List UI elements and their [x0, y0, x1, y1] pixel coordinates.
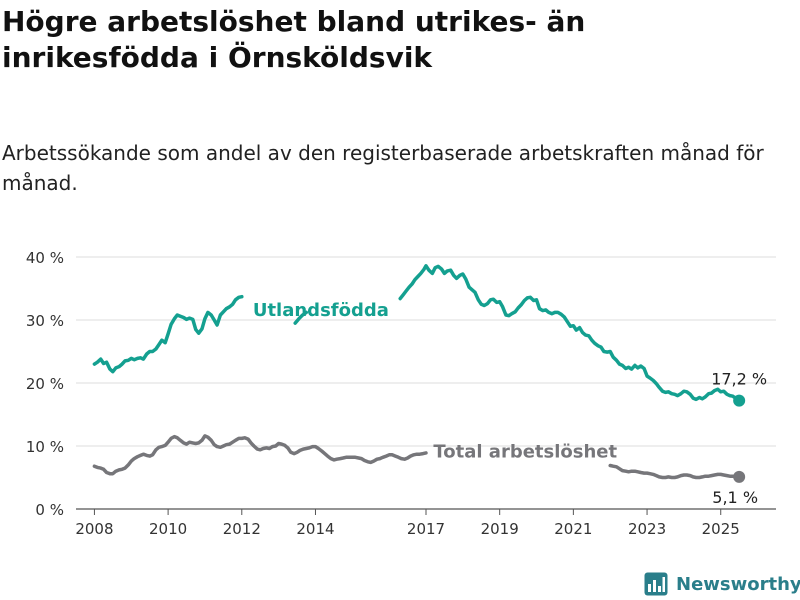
utlandsfodda-end-marker	[733, 394, 746, 407]
x-tick-label: 2017	[407, 520, 445, 538]
newsworthy-logo: Newsworthy	[644, 568, 800, 600]
utlandsfodda-line	[92, 294, 244, 374]
utlandsfodda-line	[293, 310, 309, 325]
y-tick-label: 0 %	[35, 501, 64, 519]
utlandsfodda-line	[398, 264, 741, 403]
total-arbetsloshet-end-label: 5,1 %	[712, 488, 758, 507]
x-tick-label: 2008	[75, 520, 113, 538]
x-tick-label: 2019	[481, 520, 519, 538]
newsworthy-logo-text: Newsworthy	[676, 573, 800, 595]
y-tick-label: 20 %	[26, 375, 64, 393]
total-arbetsloshet-line	[608, 463, 741, 480]
utlandsfodda-series-label: Utlandsfödda	[253, 300, 389, 321]
chart-title: Högre arbetslöshet bland utrikes- än inr…	[2, 5, 586, 74]
y-tick-label: 40 %	[26, 249, 64, 267]
x-tick-label: 2014	[296, 520, 334, 538]
chart-subtitle: Arbetssökande som andel av den registerb…	[2, 141, 764, 195]
x-tick-label: 2021	[554, 520, 592, 538]
newsworthy-logo-icon	[644, 572, 668, 596]
x-tick-label: 2010	[149, 520, 187, 538]
utlandsfodda-end-label: 17,2 %	[711, 370, 767, 389]
total-arbetsloshet-end-marker	[733, 470, 746, 483]
x-tick-label: 2025	[702, 520, 740, 538]
y-tick-label: 30 %	[26, 312, 64, 330]
y-tick-label: 10 %	[26, 438, 64, 456]
x-tick-label: 2023	[628, 520, 666, 538]
total-arbetsloshet-series-label: Total arbetslöshet	[433, 441, 617, 462]
x-tick-label: 2012	[223, 520, 261, 538]
total-arbetsloshet-line	[92, 434, 428, 476]
